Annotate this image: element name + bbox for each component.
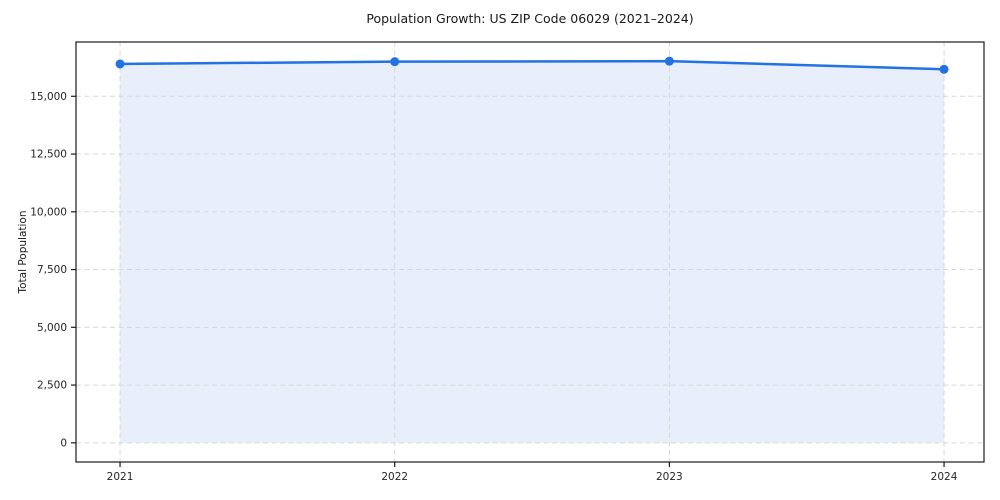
y-tick-label: 7,500 — [37, 264, 67, 276]
y-axis-label: Total Population — [17, 210, 29, 294]
y-tick-label: 0 — [60, 437, 67, 449]
axes-spines — [75, 41, 985, 463]
y-tick-label: 2,500 — [37, 380, 67, 392]
y-tick-label: 15,000 — [30, 91, 67, 103]
y-tick-label: 12,500 — [30, 149, 67, 161]
data-line — [118, 59, 946, 71]
data-point-marker — [115, 59, 125, 69]
x-tick-label: 2021 — [107, 471, 134, 483]
area-fill — [120, 61, 945, 443]
data-point-marker — [664, 56, 674, 66]
data-point-marker — [390, 57, 400, 67]
y-tick-label: 5,000 — [37, 322, 67, 334]
data-point-marker — [939, 64, 949, 74]
x-tick-label: 2022 — [381, 471, 408, 483]
y-tick-label: 10,000 — [30, 206, 67, 218]
x-tick-label: 2023 — [656, 471, 683, 483]
chart-title: Population Growth: US ZIP Code 06029 (20… — [366, 11, 694, 26]
x-tick-label: 2024 — [931, 471, 958, 483]
